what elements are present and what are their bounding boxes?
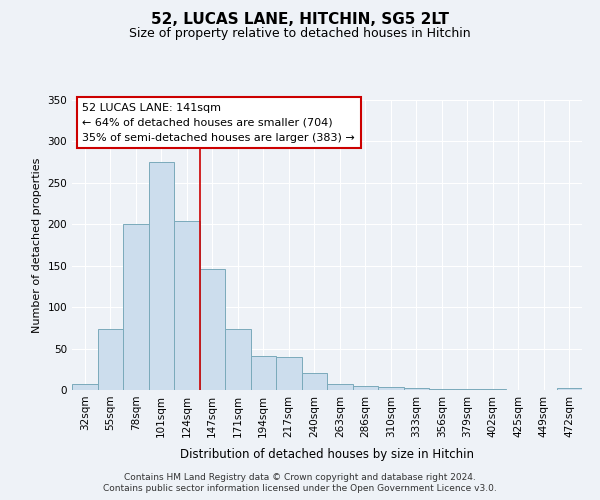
Bar	[149, 162, 174, 390]
Bar	[353, 386, 378, 390]
Bar	[97, 328, 123, 390]
Bar	[455, 389, 480, 390]
Text: Size of property relative to detached houses in Hitchin: Size of property relative to detached ho…	[129, 28, 471, 40]
Bar	[276, 357, 302, 390]
Bar	[123, 224, 149, 390]
Text: Contains HM Land Registry data © Crown copyright and database right 2024.: Contains HM Land Registry data © Crown c…	[124, 472, 476, 482]
Bar	[557, 388, 582, 390]
Bar	[378, 386, 404, 390]
Bar	[225, 328, 251, 390]
Text: Contains public sector information licensed under the Open Government Licence v3: Contains public sector information licen…	[103, 484, 497, 493]
Bar	[429, 389, 455, 390]
Bar	[174, 221, 199, 390]
Bar	[199, 269, 225, 390]
Bar	[327, 384, 353, 390]
Bar	[302, 374, 327, 390]
X-axis label: Distribution of detached houses by size in Hitchin: Distribution of detached houses by size …	[180, 448, 474, 461]
Bar	[404, 388, 429, 390]
Text: 52 LUCAS LANE: 141sqm
← 64% of detached houses are smaller (704)
35% of semi-det: 52 LUCAS LANE: 141sqm ← 64% of detached …	[82, 103, 355, 142]
Bar	[251, 356, 276, 390]
Bar	[72, 384, 97, 390]
Bar	[480, 389, 505, 390]
Y-axis label: Number of detached properties: Number of detached properties	[32, 158, 42, 332]
Text: 52, LUCAS LANE, HITCHIN, SG5 2LT: 52, LUCAS LANE, HITCHIN, SG5 2LT	[151, 12, 449, 28]
